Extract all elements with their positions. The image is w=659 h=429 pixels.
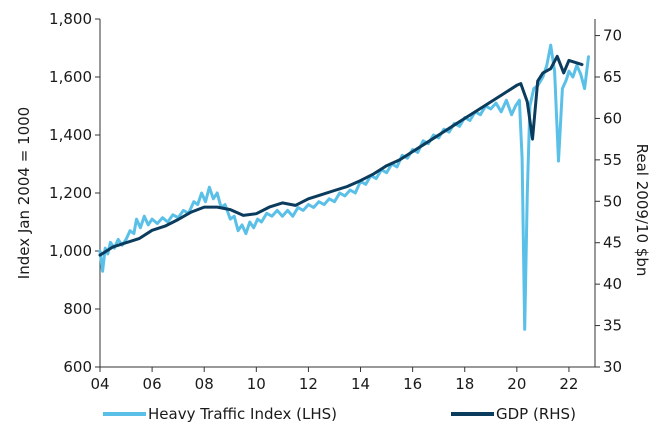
right-tick-label: 40 bbox=[603, 275, 622, 293]
right-tick-label: 65 bbox=[603, 68, 622, 86]
x-tick-label: 22 bbox=[559, 375, 578, 393]
left-tick-label: 1,200 bbox=[49, 184, 92, 202]
x-tick-label: 12 bbox=[299, 375, 318, 393]
left-tick-label: 1,000 bbox=[49, 242, 92, 260]
left-tick-label: 600 bbox=[63, 358, 92, 376]
right-axis-title: Real 2009/10 $bn bbox=[633, 144, 651, 277]
x-axis-ticks: 04 06 08 10 12 14 16 18 20 22 bbox=[90, 367, 578, 393]
x-tick-label: 20 bbox=[507, 375, 526, 393]
x-tick-label: 06 bbox=[143, 375, 162, 393]
series-line-gdp bbox=[98, 54, 584, 257]
right-tick-label: 70 bbox=[603, 27, 622, 45]
legend-label-gdp: GDP (RHS) bbox=[496, 405, 576, 423]
right-tick-label: 45 bbox=[603, 234, 622, 252]
left-axis-title: Index Jan 2004 = 1000 bbox=[15, 107, 33, 279]
left-tick-label: 1,800 bbox=[49, 10, 92, 28]
right-tick-label: 50 bbox=[603, 192, 622, 210]
right-tick-label: 55 bbox=[603, 151, 622, 169]
left-tick-label: 800 bbox=[63, 300, 92, 318]
x-tick-label: 14 bbox=[351, 375, 370, 393]
x-tick-label: 10 bbox=[247, 375, 266, 393]
right-tick-label: 60 bbox=[603, 109, 622, 127]
x-tick-label: 04 bbox=[90, 375, 109, 393]
x-tick-label: 18 bbox=[455, 375, 474, 393]
x-tick-label: 16 bbox=[403, 375, 422, 393]
x-tick-label: 08 bbox=[195, 375, 214, 393]
right-axis-ticks: 30 35 40 45 50 55 60 65 70 bbox=[595, 27, 622, 376]
legend: Heavy Traffic Index (LHS) GDP (RHS) bbox=[103, 405, 576, 423]
right-tick-label: 30 bbox=[603, 358, 622, 376]
left-axis-ticks: 600 800 1,000 1,200 1,400 1,600 1,800 bbox=[49, 10, 100, 376]
left-tick-label: 1,600 bbox=[49, 68, 92, 86]
series-line-heavy-traffic-index bbox=[98, 43, 590, 331]
right-tick-label: 35 bbox=[603, 317, 622, 335]
legend-label-heavy-traffic-index: Heavy Traffic Index (LHS) bbox=[148, 405, 337, 423]
left-tick-label: 1,400 bbox=[49, 126, 92, 144]
